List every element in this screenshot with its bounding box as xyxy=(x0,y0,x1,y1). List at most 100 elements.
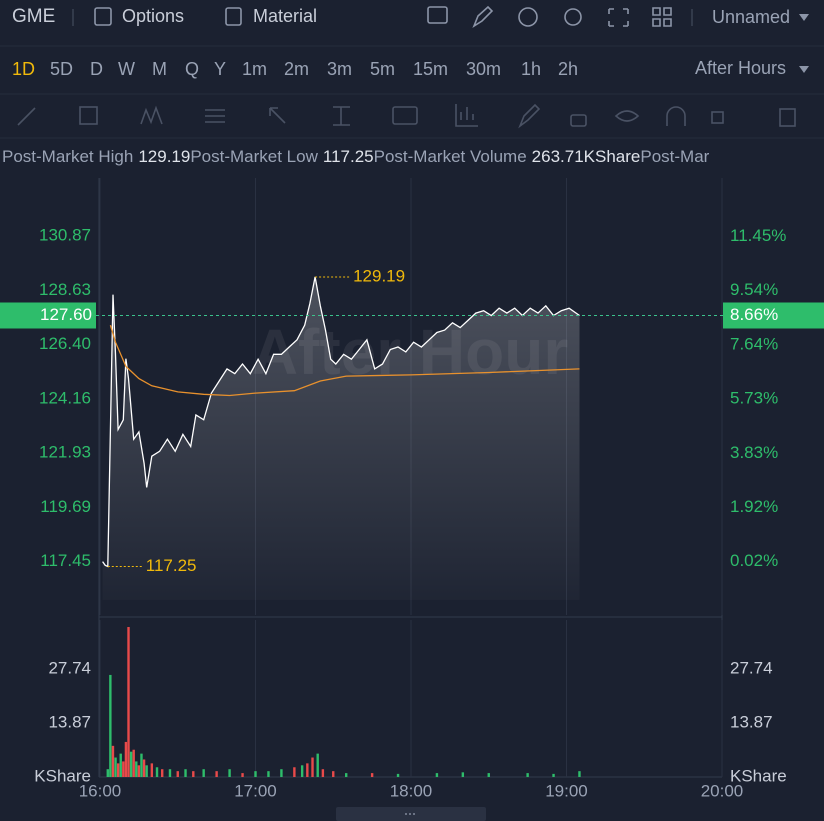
volume-bar xyxy=(122,761,125,777)
volume-bar xyxy=(119,753,122,777)
tool[interactable] xyxy=(518,103,541,129)
icon[interactable] xyxy=(472,5,494,28)
period[interactable]: M xyxy=(152,59,167,79)
stat-value: 117.25 xyxy=(323,147,374,166)
tab-material[interactable]: Material xyxy=(253,6,317,26)
y-tick-label: 128.63 xyxy=(39,280,91,299)
icon[interactable] xyxy=(564,8,582,26)
volume-bar xyxy=(321,769,325,777)
periods: 1D 5D D W M Q Y 1m 2m 3m 5m 15m 30m 1h 2h xyxy=(12,59,578,79)
period[interactable]: Y xyxy=(214,59,226,79)
volume-bar xyxy=(345,773,348,777)
dropdown-arrow xyxy=(799,66,809,73)
volume-bar xyxy=(111,745,115,777)
y2-tick-label: 13.87 xyxy=(730,712,773,731)
volume-bar xyxy=(168,769,172,777)
top-bar xyxy=(0,0,824,36)
y2-tick-label: 9.54% xyxy=(730,280,778,299)
price-area xyxy=(102,276,580,600)
period[interactable]: 30m xyxy=(466,59,501,79)
tool[interactable] xyxy=(570,114,587,127)
symbol[interactable]: GME xyxy=(12,6,55,27)
y2-tick-label: 7.64% xyxy=(730,334,778,353)
y2-tick-label: 11.45% xyxy=(730,226,786,245)
y2-tick-label: 1.92% xyxy=(730,497,778,516)
volume-bar xyxy=(578,771,581,777)
volume-bar xyxy=(145,765,148,777)
tool[interactable] xyxy=(205,109,225,123)
x-tick-label: 19:00 xyxy=(545,781,588,800)
tool[interactable] xyxy=(666,106,686,126)
period[interactable]: 15m xyxy=(413,59,448,79)
y-tick-label: 119.69 xyxy=(40,497,91,516)
icon[interactable] xyxy=(652,7,672,27)
tool[interactable] xyxy=(17,107,36,126)
volume-bar xyxy=(161,769,164,777)
period[interactable]: 1D xyxy=(12,59,35,79)
y-tick-label: 117.45 xyxy=(40,551,91,570)
volume-bar xyxy=(132,749,135,777)
volume-bar xyxy=(129,751,133,777)
stat-value: 129.19 xyxy=(138,147,190,166)
y2-tick-label: 5.73% xyxy=(730,389,778,408)
period[interactable]: 5D xyxy=(50,59,73,79)
volume-bar xyxy=(140,753,143,777)
annotation-label: 129.19 xyxy=(353,266,405,285)
tool[interactable] xyxy=(333,106,350,126)
tool[interactable] xyxy=(779,108,796,127)
period[interactable]: 2h xyxy=(558,59,578,79)
volume-bar xyxy=(215,771,218,777)
toolbar-icons xyxy=(427,5,672,28)
y2-unit: KShare xyxy=(730,766,787,785)
y-tick-label: 13.87 xyxy=(48,712,91,731)
period[interactable]: 1h xyxy=(521,59,541,79)
icon[interactable] xyxy=(427,6,448,24)
volume-bar xyxy=(306,763,309,777)
volume-bar xyxy=(241,773,244,777)
last-change-label: 8.66% xyxy=(730,305,778,324)
icon[interactable] xyxy=(518,7,538,27)
layout-name[interactable]: Unnamed xyxy=(712,7,790,27)
period[interactable]: W xyxy=(118,59,135,79)
stat-value: 263.71KShare xyxy=(532,147,641,166)
post-market-stats: Post-Market High 129.19Post-Market Low 117… xyxy=(2,147,710,166)
period[interactable]: D xyxy=(90,59,103,79)
period[interactable]: 1m xyxy=(242,59,267,79)
volume-bar xyxy=(552,773,555,777)
y-tick-label: 126.40 xyxy=(39,334,91,353)
y2-tick-label: 0.02% xyxy=(730,551,778,570)
volume-bar xyxy=(127,627,130,777)
volume-bar xyxy=(332,771,335,777)
volume-bar xyxy=(124,741,128,777)
tool[interactable] xyxy=(79,106,98,125)
volume-bar xyxy=(106,769,109,777)
period[interactable]: 3m xyxy=(327,59,352,79)
y2-tick-label: 3.83% xyxy=(730,443,778,462)
x-tick-label: 16:00 xyxy=(79,781,122,800)
session[interactable]: After Hours xyxy=(695,58,786,78)
tab-options[interactable]: Options xyxy=(122,6,184,26)
x-tick-label: 17:00 xyxy=(234,781,277,800)
drawing-tools xyxy=(17,103,796,129)
volume-bar xyxy=(461,772,465,777)
tool[interactable] xyxy=(140,105,163,125)
dropdown-arrow xyxy=(799,14,809,21)
volume-bar xyxy=(293,767,296,777)
volume-bar xyxy=(176,771,179,777)
tool[interactable] xyxy=(455,104,478,127)
volume-bar xyxy=(267,771,270,777)
volume-bar xyxy=(487,773,490,777)
tool[interactable] xyxy=(711,111,724,124)
annotation-label: 117.25 xyxy=(146,556,197,575)
period[interactable]: Q xyxy=(185,59,199,79)
volume-bar xyxy=(116,763,120,777)
volume-bar xyxy=(184,769,187,777)
tool[interactable] xyxy=(269,107,286,124)
icon[interactable] xyxy=(608,8,629,27)
y-tick-label: 121.93 xyxy=(39,442,91,461)
tool[interactable] xyxy=(392,106,418,125)
volume-bar xyxy=(370,773,374,777)
period[interactable]: 5m xyxy=(370,59,395,79)
tool[interactable] xyxy=(614,110,640,122)
period[interactable]: 2m xyxy=(284,59,309,79)
